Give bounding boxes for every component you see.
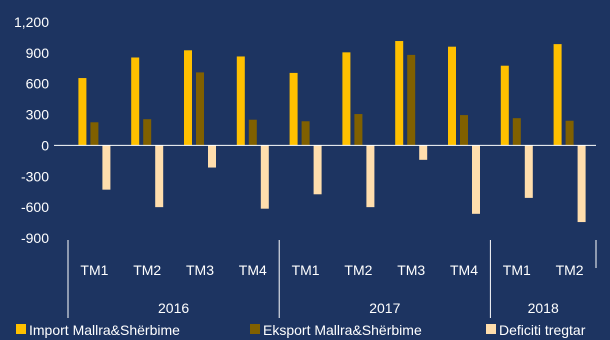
bar-deficiti bbox=[472, 145, 480, 214]
x-category-label: TM2 bbox=[556, 262, 584, 278]
bar-deficiti bbox=[208, 145, 216, 168]
bar-deficiti bbox=[524, 145, 533, 198]
bar-eksport bbox=[565, 120, 574, 146]
bar-eksport bbox=[301, 121, 310, 146]
bar-deficiti bbox=[313, 145, 322, 195]
y-tick-label: -300 bbox=[21, 168, 49, 184]
legend-label: Eksport Mallra&Shërbime bbox=[263, 322, 422, 338]
bar-eksport bbox=[407, 54, 416, 146]
bar-eksport bbox=[196, 72, 204, 146]
bar-deficiti bbox=[102, 145, 111, 190]
x-category-label: TM3 bbox=[397, 262, 425, 278]
bar-import bbox=[289, 72, 298, 146]
y-tick-label: 0 bbox=[41, 137, 49, 153]
x-category-label: TM1 bbox=[80, 262, 108, 278]
legend: Import Mallra&Shërbime Eksport Mallra&Shë… bbox=[16, 322, 586, 338]
bar-import bbox=[448, 46, 456, 146]
x-axis: TM1 TM2 TM3 TM4 TM1 TM2 TM3 TM4 TM1 TM2 2016 2017 20… bbox=[67, 240, 597, 318]
legend-swatch bbox=[16, 324, 26, 334]
y-tick-label: 300 bbox=[26, 107, 50, 123]
x-group-label: 2017 bbox=[369, 300, 400, 316]
bar-deficiti bbox=[366, 145, 375, 208]
x-category-label: TM2 bbox=[133, 262, 161, 278]
y-tick-label: 1,200 bbox=[14, 14, 49, 30]
y-tick-label: 600 bbox=[26, 76, 50, 92]
bar-import bbox=[553, 44, 562, 146]
bar-eksport bbox=[512, 118, 521, 146]
bar-eksport bbox=[460, 115, 468, 146]
x-category-label: TM4 bbox=[239, 262, 267, 278]
bar-deficiti bbox=[577, 145, 586, 223]
bar-deficiti bbox=[419, 145, 428, 160]
legend-swatch bbox=[486, 324, 496, 334]
bar-import bbox=[184, 50, 192, 146]
bar-eksport bbox=[90, 122, 99, 146]
x-category-label: TM1 bbox=[503, 262, 531, 278]
legend-label: Import Mallra&Shërbime bbox=[29, 322, 180, 338]
y-tick-label: 900 bbox=[26, 45, 50, 61]
bar-import bbox=[342, 52, 351, 146]
x-category-label: TM3 bbox=[186, 262, 214, 278]
bar-eksport bbox=[248, 119, 257, 146]
bar-import bbox=[78, 78, 87, 146]
bar-import bbox=[500, 65, 509, 146]
x-group-label: 2016 bbox=[158, 300, 189, 316]
x-group-label: 2018 bbox=[528, 300, 559, 316]
x-category-label: TM4 bbox=[450, 262, 478, 278]
bars bbox=[78, 41, 586, 223]
y-axis-tick-labels: 1,200 900 600 300 0 -300 -600 -900 bbox=[14, 14, 49, 246]
bar-deficiti bbox=[260, 145, 269, 209]
bar-import bbox=[131, 57, 140, 146]
y-tick-label: -900 bbox=[21, 230, 49, 246]
x-category-label: TM2 bbox=[344, 262, 372, 278]
bar-import bbox=[395, 41, 404, 146]
bar-eksport bbox=[354, 114, 363, 146]
bar-import bbox=[236, 56, 245, 146]
x-category-label: TM1 bbox=[292, 262, 320, 278]
y-tick-label: -600 bbox=[21, 199, 49, 215]
legend-swatch bbox=[250, 324, 260, 334]
bar-eksport bbox=[143, 119, 152, 146]
bar-deficiti bbox=[155, 145, 164, 208]
legend-label: Deficiti tregtar bbox=[499, 322, 586, 338]
